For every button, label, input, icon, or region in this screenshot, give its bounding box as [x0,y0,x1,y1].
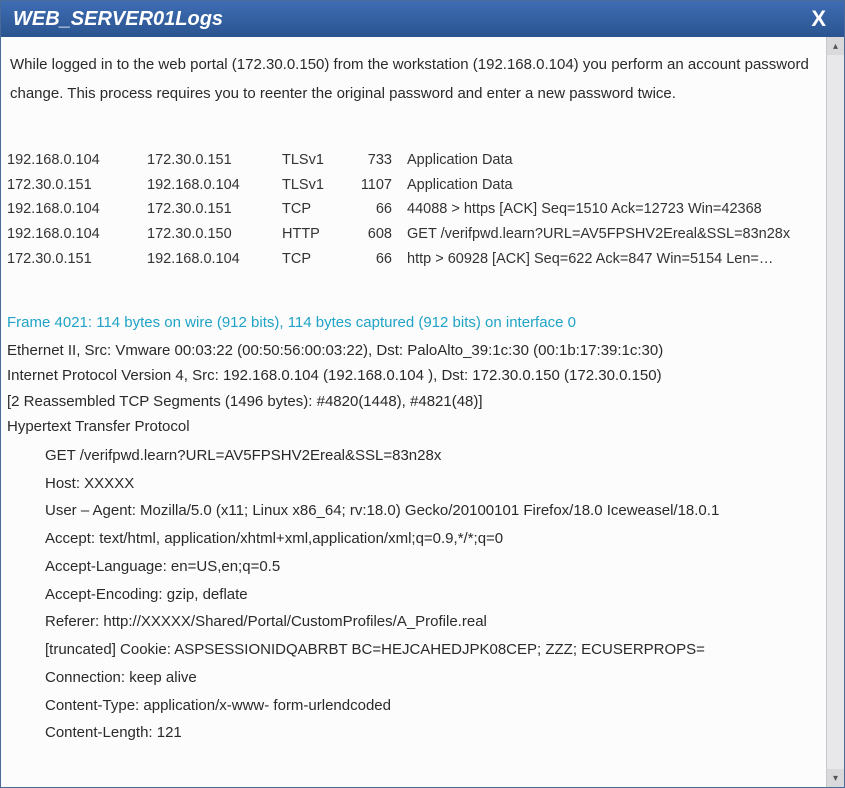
col-dest: 192.168.0.104 [147,173,282,198]
packet-row[interactable]: 172.30.0.151192.168.0.104TLSv11107Applic… [7,173,830,198]
scroll-up-button[interactable]: ▴ [827,37,844,55]
packet-table: 192.168.0.104172.30.0.151TLSv1733Applica… [7,148,830,271]
http-header-line: Accept: text/html, application/xhtml+xml… [7,525,830,553]
http-header-line: Referer: http://XXXXX/Shared/Portal/Cust… [7,608,830,636]
protocol-line: [2 Reassembled TCP Segments (1496 bytes)… [7,389,830,415]
window-title: WEB_SERVER01Logs [13,8,223,31]
http-header-line: Content-Type: application/x-www- form-ur… [7,692,830,720]
col-source: 192.168.0.104 [7,197,147,222]
frame-summary: Frame 4021: 114 bytes on wire (912 bits)… [7,311,830,336]
content-area: While logged in to the web portal (172.3… [1,37,844,787]
http-header-line: User – Agent: Mozilla/5.0 (x11; Linux x8… [7,497,830,525]
http-header-line: GET /verifpwd.learn?URL=AV5FPSHV2Ereal&S… [7,442,830,470]
col-source: 192.168.0.104 [7,148,147,173]
col-info: GET /verifpwd.learn?URL=AV5FPSHV2Ereal&S… [407,222,830,247]
packet-row[interactable]: 192.168.0.104172.30.0.151TCP6644088 > ht… [7,197,830,222]
http-header-line: Content-Length: 121 [7,719,830,747]
col-protocol: TLSv1 [282,173,352,198]
col-length: 1107 [352,173,407,198]
protocol-line: Internet Protocol Version 4, Src: 192.16… [7,363,830,389]
http-header-line: [truncated] Cookie: ASPSESSIONIDQABRBT B… [7,636,830,664]
http-headers: GET /verifpwd.learn?URL=AV5FPSHV2Ereal&S… [7,442,830,747]
protocol-line: Hypertext Transfer Protocol [7,414,830,440]
col-info: Application Data [407,148,830,173]
col-length: 608 [352,222,407,247]
vertical-scrollbar[interactable]: ▴ ▾ [826,37,844,787]
col-dest: 172.30.0.151 [147,148,282,173]
col-dest: 192.168.0.104 [147,247,282,272]
packet-row[interactable]: 192.168.0.104172.30.0.151TLSv1733Applica… [7,148,830,173]
col-length: 66 [352,197,407,222]
log-window: WEB_SERVER01Logs X While logged in to th… [0,0,845,788]
http-header-line: Host: XXXXX [7,470,830,498]
col-info: Application Data [407,173,830,198]
close-button[interactable]: X [805,6,832,32]
col-length: 66 [352,247,407,272]
col-source: 172.30.0.151 [7,247,147,272]
col-protocol: TCP [282,197,352,222]
protocol-line: Ethernet II, Src: Vmware 00:03:22 (00:50… [7,338,830,364]
packet-row[interactable]: 192.168.0.104172.30.0.150HTTP608GET /ver… [7,222,830,247]
col-protocol: TLSv1 [282,148,352,173]
http-header-line: Accept-Language: en=US,en;q=0.5 [7,553,830,581]
protocol-lines: Ethernet II, Src: Vmware 00:03:22 (00:50… [7,338,830,440]
col-info: http > 60928 [ACK] Seq=622 Ack=847 Win=5… [407,247,830,272]
col-info: 44088 > https [ACK] Seq=1510 Ack=12723 W… [407,197,830,222]
content-wrap: While logged in to the web portal (172.3… [1,37,844,787]
packet-row[interactable]: 172.30.0.151192.168.0.104TCP66http > 609… [7,247,830,272]
col-dest: 172.30.0.150 [147,222,282,247]
description-text: While logged in to the web portal (172.3… [7,51,830,108]
col-dest: 172.30.0.151 [147,197,282,222]
col-source: 172.30.0.151 [7,173,147,198]
col-length: 733 [352,148,407,173]
http-header-line: Connection: keep alive [7,664,830,692]
scroll-down-button[interactable]: ▾ [827,769,844,787]
col-protocol: TCP [282,247,352,272]
titlebar: WEB_SERVER01Logs X [1,1,844,37]
col-protocol: HTTP [282,222,352,247]
col-source: 192.168.0.104 [7,222,147,247]
http-header-line: Accept-Encoding: gzip, deflate [7,581,830,609]
